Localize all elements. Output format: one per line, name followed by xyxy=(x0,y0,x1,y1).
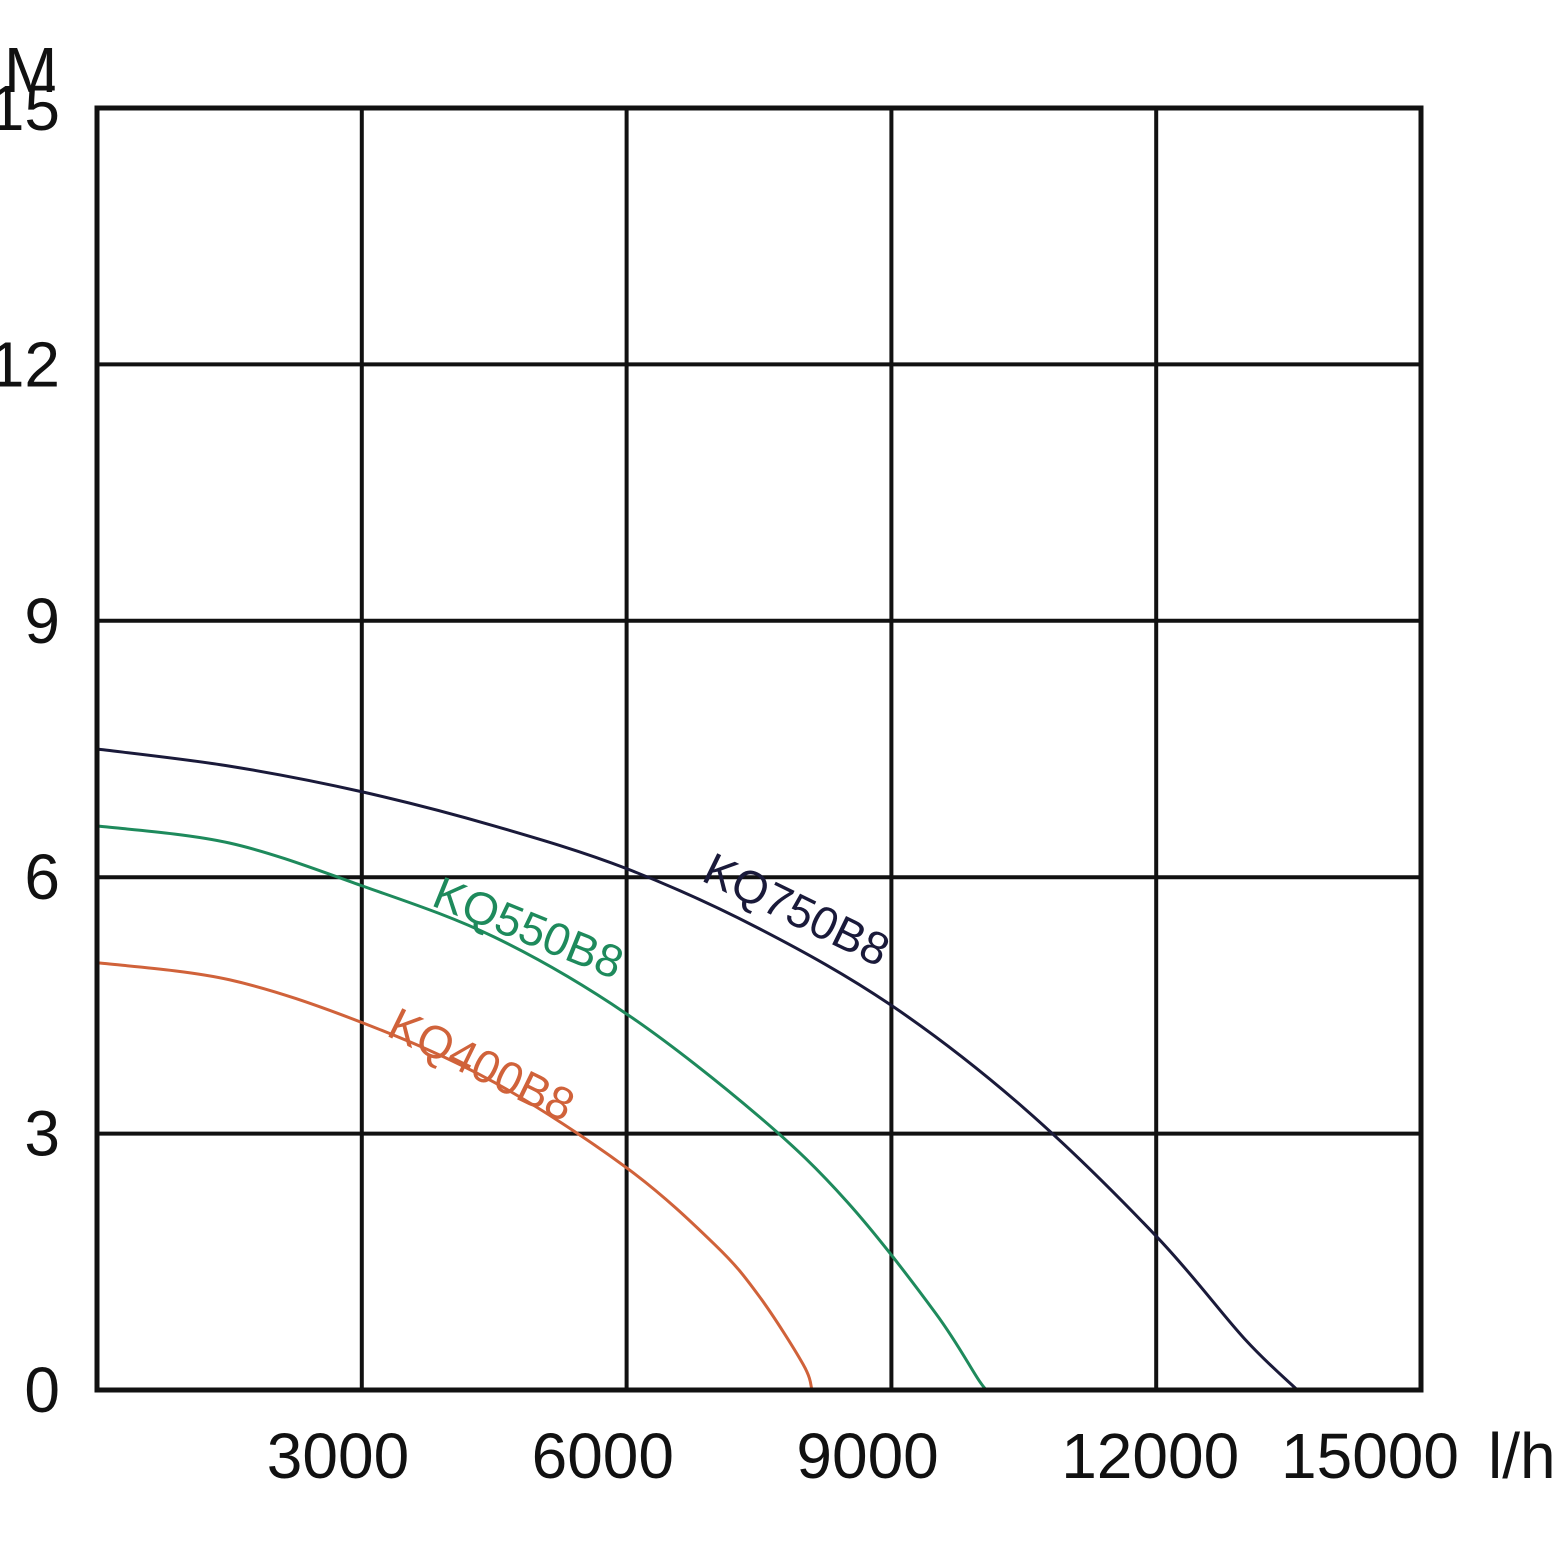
tick-labels: 0 3 6 9 12 15 3000 6000 9000 12000 15000 xyxy=(0,72,1459,1492)
y-tick-label: 9 xyxy=(24,585,60,657)
series-line-kq750b8 xyxy=(96,747,1299,1392)
x-tick-label: 9000 xyxy=(796,1420,938,1492)
y-axis-unit-label: M xyxy=(4,34,57,106)
x-tick-label: 12000 xyxy=(1061,1420,1239,1492)
y-tick-label: 6 xyxy=(24,841,60,913)
curve-label-kq400b8: KQ400B8 xyxy=(381,997,583,1131)
y-tick-label: 3 xyxy=(24,1098,60,1170)
series-line-kq400b8 xyxy=(96,961,814,1391)
series-line-kq550b8 xyxy=(96,824,990,1392)
x-axis-unit-label: l/h xyxy=(1488,1420,1556,1492)
x-tick-label: 3000 xyxy=(267,1420,409,1492)
curve-series-group xyxy=(96,747,1299,1392)
y-tick-label: 15 xyxy=(0,72,60,144)
curve-label-kq750b8: KQ750B8 xyxy=(696,842,898,976)
y-tick-label: 0 xyxy=(24,1354,60,1426)
y-tick-label: 12 xyxy=(0,328,60,400)
x-tick-label: 6000 xyxy=(532,1420,674,1492)
grid-lines xyxy=(97,108,1421,1390)
plot-border xyxy=(94,105,1424,1393)
x-tick-label: 15000 xyxy=(1281,1420,1459,1492)
curve-label-kq550b8: KQ550B8 xyxy=(426,866,630,989)
plot-frame xyxy=(94,105,1424,1393)
